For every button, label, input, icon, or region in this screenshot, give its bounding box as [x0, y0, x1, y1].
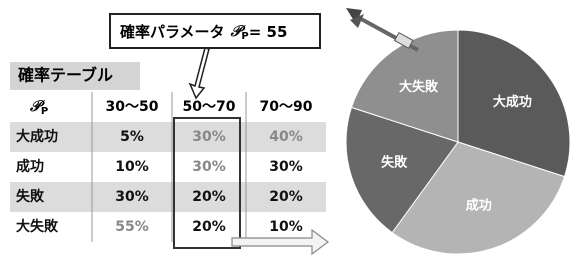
callout-arrow [190, 48, 209, 98]
table-cell: 30% [192, 159, 226, 175]
column-header: 50～70 [183, 99, 236, 115]
table: 𝒫P 30～50 50～70 70～90 大成功 5% 30% 40% 成功 10% 30% 30% 失… [10, 92, 326, 242]
header-symbol-cell: 𝒫P [29, 97, 48, 117]
table-cell: 20% [192, 219, 226, 235]
pie-label: 大成功 [493, 94, 532, 110]
column-header: 30～50 [106, 99, 159, 115]
row-label: 失敗 [16, 188, 45, 205]
pie-label: 成功 [466, 197, 492, 213]
page: 確率パラメータ𝒫P= 55 確率テーブル 𝒫P 30～50 50～70 70～90 大成… [0, 0, 572, 262]
table-cell: 40% [269, 129, 303, 145]
row-label: 大成功 [16, 128, 58, 145]
table-cell: 20% [192, 189, 226, 205]
table-cell: 5% [120, 129, 144, 145]
callout-label: 確率パラメータ [119, 23, 225, 41]
callout-subscript: P [241, 31, 248, 42]
pie-label: 失敗 [381, 154, 408, 170]
figure: 確率パラメータ𝒫P= 55 確率テーブル 𝒫P 30～50 50～70 70～90 大成… [0, 0, 572, 262]
row-label: 大失敗 [16, 218, 59, 235]
table-cell: 30% [269, 159, 303, 175]
table-cell: 20% [269, 189, 303, 205]
callout-value: = 55 [249, 23, 288, 41]
table-title: 確率テーブル [18, 66, 113, 85]
dart [346, 8, 418, 50]
table-cell: 10% [115, 159, 149, 175]
table-cell: 10% [269, 219, 303, 235]
row-label: 成功 [16, 158, 44, 175]
table-cell: 30% [192, 129, 226, 145]
column-header: 70～90 [260, 99, 313, 115]
table-cell: 55% [115, 219, 149, 235]
pie-label: 大失敗 [399, 79, 439, 95]
table-cell: 30% [115, 189, 149, 205]
header-subscript: P [41, 106, 48, 117]
